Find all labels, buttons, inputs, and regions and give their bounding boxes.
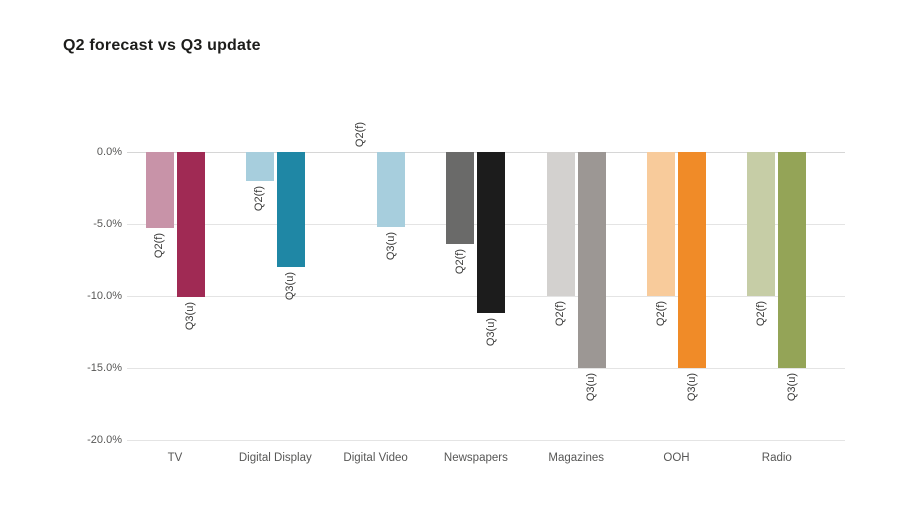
bar bbox=[245, 152, 274, 181]
bar bbox=[747, 152, 776, 296]
grid-line bbox=[127, 440, 845, 441]
y-axis-tick-label: -20.0% bbox=[87, 434, 122, 446]
bar-label: Q3(u) bbox=[484, 318, 497, 347]
bar bbox=[176, 152, 205, 298]
bar-label: Q2(f) bbox=[453, 249, 466, 275]
bar bbox=[276, 152, 305, 268]
y-axis-tick-label: -5.0% bbox=[93, 218, 122, 230]
x-axis-category-label: Newspapers bbox=[443, 452, 508, 464]
bar bbox=[546, 152, 575, 296]
x-axis-category-label: TV bbox=[167, 452, 183, 464]
x-axis-category-label: Radio bbox=[761, 452, 792, 464]
bar-label: Q3(u) bbox=[384, 231, 397, 260]
y-axis-tick-label: 0.0% bbox=[96, 146, 122, 158]
bar bbox=[377, 152, 406, 227]
bar-label: Q2(f) bbox=[253, 185, 266, 211]
bar-label: Q2(f) bbox=[153, 233, 165, 259]
bar bbox=[446, 152, 475, 245]
bar bbox=[647, 152, 675, 296]
bar-label: Q2(f) bbox=[353, 122, 366, 148]
x-axis-category-label: Digital Display bbox=[238, 452, 312, 464]
bar bbox=[477, 152, 506, 314]
bar-label: Q3(u) bbox=[184, 302, 196, 331]
bar-label: Q3(u) bbox=[585, 373, 598, 402]
x-axis-category-label: Magazines bbox=[548, 452, 604, 464]
bar-label: Q2(f) bbox=[754, 301, 767, 327]
y-axis-tick-label: -15.0% bbox=[87, 362, 122, 374]
bar bbox=[145, 152, 174, 229]
y-axis-tick-label: -10.0% bbox=[87, 290, 122, 302]
bar bbox=[577, 152, 606, 368]
x-axis-category-label: Digital Video bbox=[343, 452, 408, 464]
bar bbox=[678, 152, 706, 368]
grid-line bbox=[127, 368, 845, 369]
bar-label: Q3(u) bbox=[785, 373, 798, 402]
chart-title: Q2 forecast vs Q3 update bbox=[63, 37, 261, 54]
bar-label: Q3(u) bbox=[685, 373, 698, 402]
x-axis-category-label: OOH bbox=[663, 452, 690, 464]
bar-label: Q2(f) bbox=[654, 301, 667, 327]
bar-label: Q3(u) bbox=[284, 272, 297, 301]
bar-label: Q2(f) bbox=[554, 301, 567, 327]
bar bbox=[778, 152, 807, 368]
